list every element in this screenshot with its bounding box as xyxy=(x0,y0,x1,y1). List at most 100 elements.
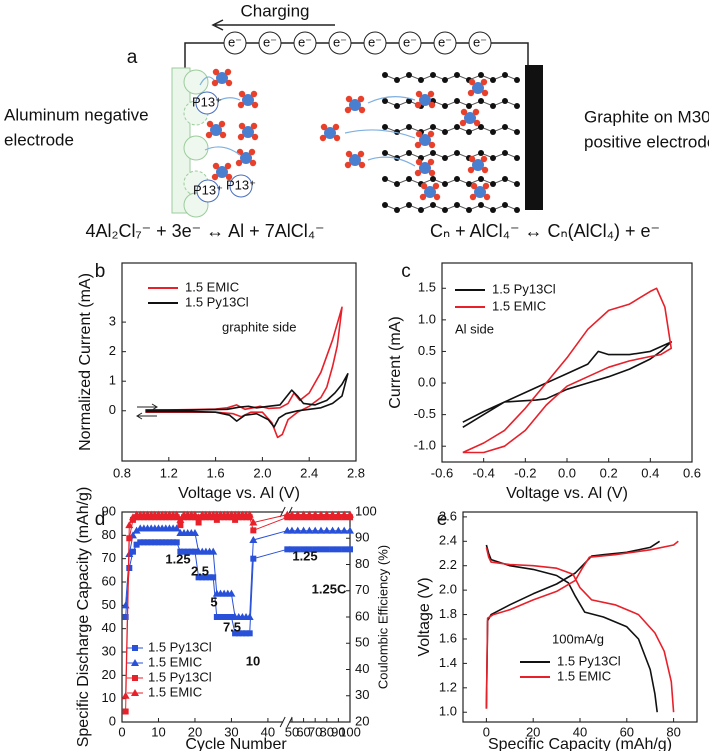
series-line xyxy=(462,341,672,428)
equation: 4Al₂Cl₇⁻ + 3e⁻ ↔ Al + 7AlCl₄⁻ xyxy=(85,221,324,241)
marker xyxy=(335,546,342,553)
legend-label: 1.5 EMIC xyxy=(148,654,202,669)
y2-tick-label: 70 xyxy=(355,582,369,597)
molecule-cl xyxy=(415,130,423,138)
marker xyxy=(235,630,242,637)
series-line xyxy=(462,287,672,454)
marker xyxy=(140,539,147,546)
panel-label: e xyxy=(437,509,448,530)
carbon xyxy=(502,150,508,156)
carbon xyxy=(406,202,412,208)
plot-frame xyxy=(121,262,357,462)
annotation: 5 xyxy=(210,594,217,609)
y2-tick-label: 60 xyxy=(355,608,369,623)
molecule-cl xyxy=(414,141,422,149)
scan-arrow xyxy=(136,412,157,420)
panel-label: b xyxy=(95,261,106,282)
legend-label: 1.5 Py13Cl xyxy=(148,639,212,654)
molecule-cl xyxy=(357,150,365,158)
marker xyxy=(209,547,218,555)
molecule-core xyxy=(472,82,484,94)
x-tick-label: 20 xyxy=(526,724,540,739)
marker xyxy=(346,526,354,534)
molecule-cl xyxy=(468,155,476,163)
x-tick-label: 40 xyxy=(261,724,275,739)
ion xyxy=(195,91,219,115)
annotation: 100mA/g xyxy=(552,631,604,646)
marker xyxy=(162,539,169,546)
x-tick-label: 50 xyxy=(285,724,299,739)
x-tick-label: -0.6 xyxy=(431,465,453,480)
molecule-cl xyxy=(427,130,435,138)
carbon xyxy=(514,181,520,187)
y-tick-label: 1.5 xyxy=(418,280,436,295)
carbon xyxy=(514,207,520,213)
marker xyxy=(194,513,203,521)
carbon xyxy=(394,77,400,83)
molecule-cl xyxy=(250,90,258,98)
molecule-cl xyxy=(428,101,436,109)
y-tick-label: 0.0 xyxy=(418,374,436,389)
marker xyxy=(284,546,291,553)
y-tick-label: 0 xyxy=(109,402,116,417)
ion-arrow xyxy=(367,96,416,104)
carbon xyxy=(454,150,460,156)
carbon xyxy=(418,207,424,213)
molecule-cl xyxy=(480,78,488,86)
x-tick-label: 60 xyxy=(620,724,634,739)
molecule-cl xyxy=(414,169,422,177)
molecule-cl xyxy=(344,161,352,169)
molecule-cl xyxy=(237,133,245,141)
x-tick-label: 1.6 xyxy=(207,465,225,480)
molecule-core xyxy=(210,124,222,136)
y-axis-title: Current (mA) xyxy=(387,316,404,408)
y2-tick-label: 30 xyxy=(355,687,369,702)
x-axis-title: Cycle Number xyxy=(185,736,287,751)
marker xyxy=(202,574,209,581)
marker xyxy=(132,526,141,534)
series-line xyxy=(145,306,343,439)
molecule-cl xyxy=(467,89,475,97)
marker xyxy=(213,516,220,523)
molecule-cl xyxy=(206,120,214,128)
marker xyxy=(328,510,337,518)
molecule-cl xyxy=(358,161,366,169)
marker xyxy=(133,541,140,548)
marker xyxy=(245,510,254,518)
marker xyxy=(132,675,138,681)
marker xyxy=(131,659,139,666)
carbon xyxy=(490,103,496,109)
marker xyxy=(213,614,220,620)
marker xyxy=(221,614,228,620)
legend-label: 1.5 EMIC xyxy=(185,279,239,294)
legend-label: 1.5 Py13Cl xyxy=(557,653,621,668)
axis-break-gap xyxy=(283,510,290,514)
carbon xyxy=(442,207,448,213)
molecule-cl xyxy=(345,150,353,158)
marker xyxy=(148,539,155,546)
marker xyxy=(177,522,184,529)
carbon xyxy=(466,129,472,135)
marker xyxy=(151,539,158,546)
ion xyxy=(196,179,220,203)
carbon xyxy=(478,98,484,104)
y-tick-label: -1.0 xyxy=(414,438,436,453)
molecule-cl xyxy=(345,95,353,103)
molecule-core xyxy=(472,159,484,171)
marker xyxy=(181,548,188,555)
electron-label: e⁻ xyxy=(438,34,452,49)
y2-axis-title: Coulombic Efficiency (%) xyxy=(375,545,390,689)
y-tick-label: 2.6 xyxy=(439,508,457,523)
panel-label: d xyxy=(95,509,106,530)
molecule-core xyxy=(216,72,228,84)
marker xyxy=(159,539,166,546)
y-tick-label: 90 xyxy=(102,503,116,518)
legend-label: 1.5 Py13Cl xyxy=(492,281,556,296)
molecule-core xyxy=(419,162,431,174)
marker xyxy=(177,548,184,555)
marker xyxy=(239,630,246,637)
marker xyxy=(346,510,354,518)
left-electrode-label: electrode xyxy=(4,130,74,149)
annotation: 2.5 xyxy=(191,563,209,578)
